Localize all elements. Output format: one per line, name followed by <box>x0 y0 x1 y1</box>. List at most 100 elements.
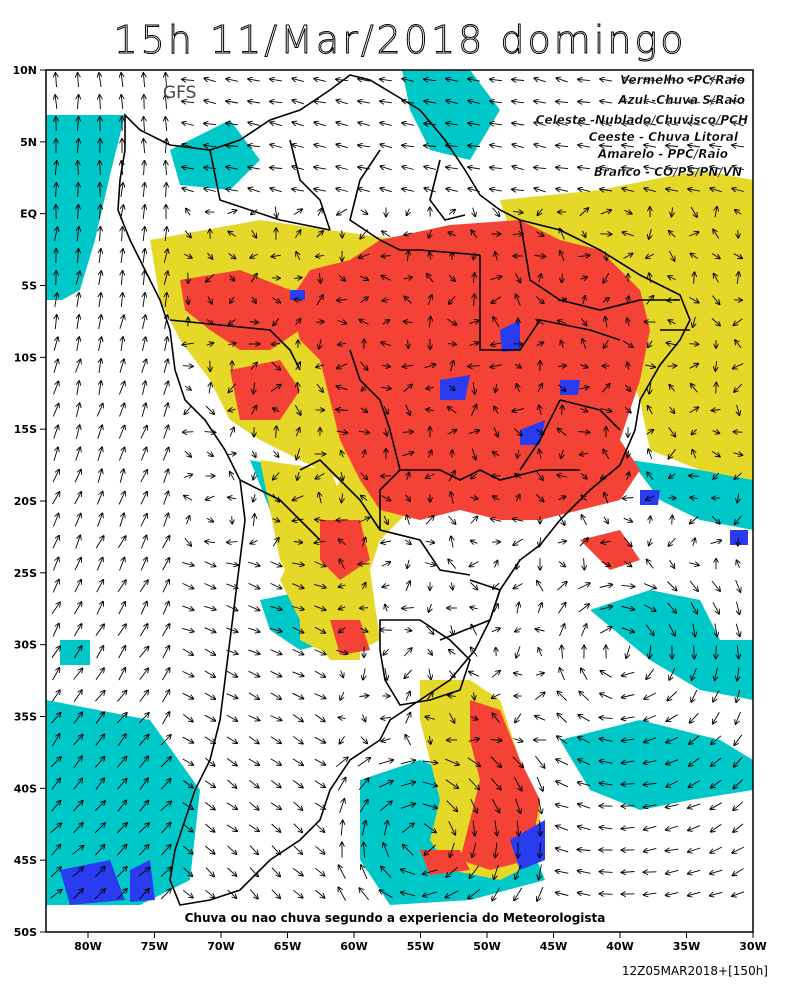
wind-arrow <box>51 801 60 812</box>
wind-arrow <box>271 361 281 370</box>
wind-arrow <box>227 845 237 854</box>
wind-arrow <box>94 867 104 878</box>
wind-arrow <box>292 563 304 565</box>
wind-arrow <box>100 205 101 220</box>
wind-arrow <box>666 79 678 81</box>
wind-arrow <box>692 429 697 435</box>
wind-arrow <box>276 426 277 438</box>
wind-arrow <box>621 627 634 632</box>
wind-arrow <box>449 712 455 723</box>
wind-arrow <box>252 450 255 457</box>
wind-arrow <box>491 296 501 303</box>
wind-arrow <box>448 515 456 524</box>
wind-arrow <box>668 623 675 636</box>
wind-arrow <box>473 207 476 217</box>
wind-arrow <box>77 381 79 395</box>
wind-arrow <box>118 602 125 615</box>
wind-arrow <box>204 78 216 81</box>
wind-arrow <box>402 608 414 609</box>
wind-arrow <box>689 780 700 788</box>
wind-arrow <box>491 519 502 522</box>
wind-arrow <box>380 123 392 126</box>
wind-arrow <box>471 541 478 544</box>
wind-arrow <box>710 101 722 103</box>
wind-arrow <box>690 206 697 217</box>
wind-arrow <box>53 425 58 439</box>
wind-arrow <box>580 453 589 455</box>
wind-arrow <box>381 343 392 346</box>
wind-arrow <box>138 868 149 877</box>
wind-arrow <box>163 403 168 417</box>
wind-arrow <box>556 759 569 766</box>
wind-arrow <box>121 73 123 87</box>
legend-entry-yellow: Amarelo - PPC/Raio <box>597 147 728 161</box>
wind-arrow <box>250 274 257 283</box>
weather-map: GFS Vermelho -PC/Raio Azul -Chuva S/Raio… <box>12 64 766 953</box>
wind-arrow <box>688 101 700 103</box>
wind-arrow <box>690 497 698 498</box>
wind-arrow <box>183 475 192 478</box>
wind-arrow <box>55 95 57 109</box>
wind-arrow <box>666 736 679 742</box>
wind-arrow <box>116 779 126 790</box>
wind-arrow <box>184 405 193 414</box>
wind-arrow <box>384 405 388 414</box>
wind-arrow <box>689 476 699 477</box>
wind-arrow <box>182 736 194 743</box>
wind-arrow <box>423 823 436 833</box>
wind-arrow <box>248 122 260 125</box>
wind-arrow <box>73 669 83 680</box>
wind-arrow <box>732 189 744 192</box>
wind-arrow <box>248 561 259 566</box>
wind-arrow <box>270 628 282 631</box>
wind-arrow <box>336 189 348 192</box>
wind-arrow <box>405 735 412 746</box>
wind-arrow <box>99 293 101 307</box>
wind-arrow <box>446 79 458 82</box>
wind-arrow <box>581 318 586 326</box>
wind-arrow <box>77 227 79 241</box>
wind-arrow <box>734 734 743 745</box>
wind-arrow <box>119 404 125 417</box>
wind-arrow <box>578 123 590 125</box>
wind-arrow <box>407 472 409 480</box>
wind-arrow <box>467 757 480 766</box>
wind-arrow <box>56 183 57 198</box>
wind-arrow <box>183 867 193 876</box>
wind-arrow <box>73 690 82 703</box>
wind-arrow <box>273 318 280 326</box>
wind-arrow <box>672 516 673 525</box>
wind-arrow <box>249 867 258 877</box>
wind-arrow <box>600 739 613 742</box>
wind-arrow <box>52 580 59 593</box>
wind-arrow <box>341 821 343 836</box>
y-tick-label: 5S <box>21 280 37 293</box>
wind-arrow <box>666 167 678 169</box>
wind-arrow <box>165 117 166 132</box>
wind-arrow <box>249 779 258 787</box>
wind-arrow <box>644 604 655 611</box>
x-tick-label: 40W <box>606 940 633 953</box>
wind-arrow <box>336 650 347 653</box>
wind-arrow <box>537 384 543 393</box>
wind-arrow <box>226 802 237 809</box>
wind-arrow <box>646 254 655 258</box>
wind-arrow <box>535 629 545 631</box>
wind-arrow <box>737 601 740 615</box>
wind-arrow <box>448 210 455 215</box>
wind-arrow <box>360 361 367 370</box>
wind-arrow <box>646 496 655 500</box>
wind-arrow <box>209 383 211 394</box>
wind-arrow <box>424 188 436 193</box>
wind-arrow <box>144 117 145 132</box>
wind-arrow <box>668 449 676 458</box>
wind-arrow <box>182 714 193 721</box>
wind-arrow <box>406 494 410 501</box>
wind-arrow <box>429 317 430 328</box>
wind-arrow <box>710 123 723 124</box>
wind-arrow <box>226 101 238 103</box>
wind-arrow <box>182 582 194 588</box>
wind-arrow <box>403 365 414 366</box>
wind-arrow <box>578 826 591 831</box>
wind-arrow <box>558 496 566 499</box>
